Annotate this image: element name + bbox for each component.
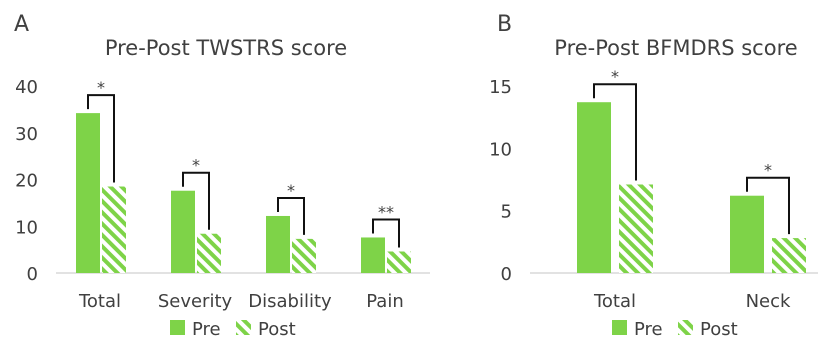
bar-post <box>197 233 221 273</box>
legend-swatch-post <box>236 320 251 335</box>
y-tick-label: 15 <box>489 77 512 98</box>
y-tick-label: 10 <box>489 139 512 160</box>
panel-label: B <box>497 12 512 37</box>
significance-marker: ** <box>378 202 394 221</box>
x-tick-label: Total <box>593 291 636 312</box>
chart-title: Pre-Post TWSTRS score <box>105 36 347 60</box>
significance-bracket <box>746 176 790 235</box>
bar-pre <box>730 195 764 273</box>
significance-bracket <box>593 83 637 181</box>
legend-label-post: Post <box>700 319 738 340</box>
y-tick-label: 40 <box>15 77 38 98</box>
legend: Pre Post <box>170 319 296 340</box>
legend-swatch-post <box>678 320 693 335</box>
significance-marker: * <box>97 78 105 97</box>
y-tick-label: 5 <box>501 202 512 223</box>
legend-label-pre: Pre <box>634 319 663 340</box>
y-tick-label: 0 <box>501 264 512 285</box>
y-tick-label: 0 <box>27 264 38 285</box>
significance-marker: * <box>287 181 295 200</box>
bar-post <box>102 186 126 273</box>
legend-label-pre: Pre <box>192 319 221 340</box>
chart-panel-a: A Pre-Post TWSTRS score 0 10 20 30 40 * Total * Se… <box>14 12 430 340</box>
y-tick-label: 10 <box>15 217 38 238</box>
bar-post <box>619 184 653 273</box>
chart-panel-b: B Pre-Post BFMDRS score 0 5 10 15 * Total * Neck P… <box>489 12 818 340</box>
significance-marker: * <box>192 156 200 175</box>
bar-pre <box>171 190 195 273</box>
significance-bracket <box>87 94 115 183</box>
bar-pre <box>76 113 100 274</box>
x-tick-label: Total <box>78 291 121 312</box>
significance-marker: * <box>764 161 772 180</box>
x-tick-label: Disability <box>248 291 332 312</box>
bar-pre <box>361 237 385 273</box>
legend-label-post: Post <box>258 319 296 340</box>
bar-pre <box>577 102 611 273</box>
significance-bracket <box>182 171 210 230</box>
significance-marker: * <box>611 67 619 86</box>
bar-post <box>772 238 806 273</box>
x-tick-label: Pain <box>366 291 404 312</box>
bar-post <box>292 238 316 273</box>
y-tick-label: 20 <box>15 171 38 192</box>
x-tick-label: Neck <box>746 291 791 312</box>
significance-bracket <box>277 196 305 235</box>
x-tick-label: Severity <box>158 291 233 312</box>
y-tick-label: 30 <box>15 124 38 145</box>
legend-swatch-pre <box>170 320 185 335</box>
bar-pre <box>266 215 290 273</box>
chart-title: Pre-Post BFMDRS score <box>554 36 797 60</box>
significance-bracket <box>372 218 400 248</box>
legend-swatch-pre <box>612 320 627 335</box>
bar-post <box>387 251 411 273</box>
legend: Pre Post <box>612 319 738 340</box>
panel-label: A <box>14 12 29 37</box>
